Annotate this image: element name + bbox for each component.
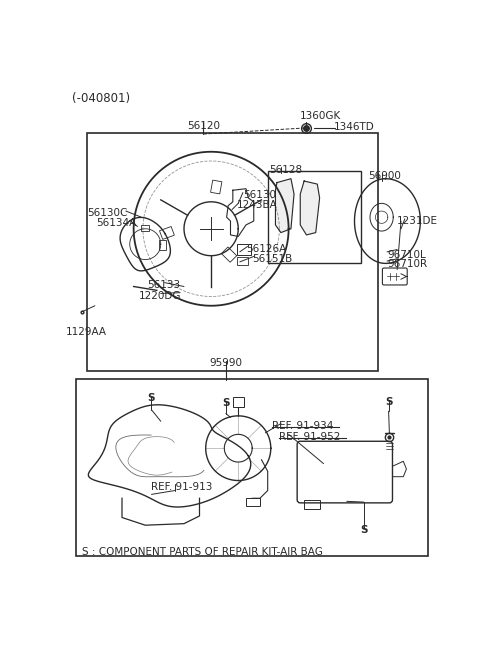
Text: 1129AA: 1129AA: [66, 327, 107, 337]
Bar: [211, 180, 222, 194]
Bar: [304, 500, 320, 509]
Text: REF. 91-952: REF. 91-952: [278, 432, 340, 442]
Text: 95990: 95990: [209, 358, 242, 368]
Text: 96710R: 96710R: [387, 259, 427, 269]
Text: REF. 91-913: REF. 91-913: [152, 482, 213, 492]
Text: 1220DG: 1220DG: [139, 291, 181, 301]
Text: 56133: 56133: [147, 280, 180, 290]
Bar: [87, 132, 378, 371]
Text: 56130: 56130: [243, 190, 276, 200]
Text: S: S: [222, 398, 229, 408]
Text: 96710L: 96710L: [387, 250, 426, 259]
Bar: [268, 171, 360, 263]
Text: REF. 91-934: REF. 91-934: [272, 421, 333, 431]
Bar: [221, 247, 237, 262]
Text: (-040801): (-040801): [72, 92, 130, 105]
Text: 56900: 56900: [369, 171, 401, 181]
Text: S : COMPONENT PARTS OF REPAIR KIT-AIR BAG: S : COMPONENT PARTS OF REPAIR KIT-AIR BA…: [82, 547, 323, 557]
Bar: [75, 379, 428, 556]
Text: S: S: [360, 525, 368, 535]
Text: S: S: [148, 393, 155, 403]
Bar: [142, 225, 149, 231]
Polygon shape: [300, 181, 320, 235]
Text: 56126A: 56126A: [246, 244, 286, 254]
Bar: [159, 227, 174, 240]
Polygon shape: [276, 179, 294, 233]
Text: 1360GK: 1360GK: [300, 111, 341, 121]
Bar: [246, 498, 260, 506]
Text: 56120: 56120: [187, 121, 220, 131]
Text: 56128: 56128: [269, 165, 302, 175]
Text: 56130C: 56130C: [87, 208, 128, 218]
Bar: [159, 240, 166, 250]
Text: 56134A: 56134A: [96, 218, 137, 228]
Text: 56151B: 56151B: [252, 254, 292, 264]
Bar: [237, 257, 248, 265]
Text: 1346TD: 1346TD: [334, 122, 374, 132]
Bar: [233, 398, 244, 407]
Text: S: S: [385, 397, 392, 407]
Text: 1231DE: 1231DE: [397, 215, 438, 226]
Text: 1243BA: 1243BA: [237, 200, 277, 210]
Bar: [237, 244, 251, 255]
